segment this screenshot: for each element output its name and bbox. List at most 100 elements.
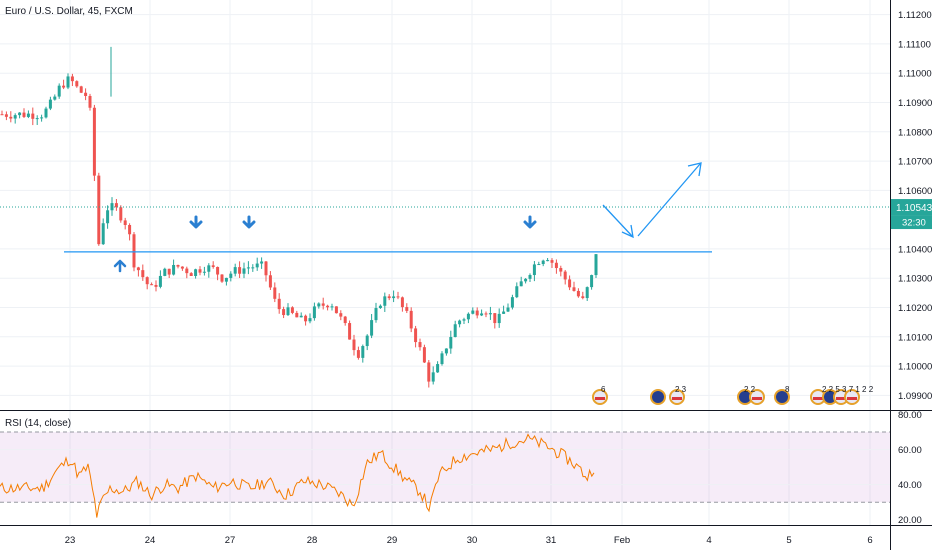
candle-body — [510, 297, 514, 308]
rsi-tick-label: 40.00 — [898, 480, 922, 491]
candle — [563, 269, 567, 285]
rsi-tick-label: 60.00 — [898, 445, 922, 456]
candle — [260, 257, 264, 269]
candle — [290, 306, 294, 315]
candle-body — [154, 284, 158, 287]
candle-body — [515, 286, 519, 298]
candle-body — [361, 346, 365, 358]
rsi-band-fill — [0, 432, 890, 503]
candle-body — [308, 318, 312, 322]
candle — [286, 303, 290, 317]
candle-body — [31, 113, 35, 119]
us-stripe — [836, 397, 846, 400]
candle-body — [264, 261, 268, 276]
candle-body — [260, 261, 264, 264]
candle — [220, 274, 224, 283]
candle — [594, 254, 598, 278]
price-tick-label: 1.10200 — [898, 303, 932, 314]
candle-body — [286, 307, 290, 316]
event-count-3: 2 2 — [744, 385, 756, 394]
candle — [405, 303, 409, 314]
candle-body — [374, 308, 378, 321]
candle — [224, 277, 228, 286]
time-tick-label: 31 — [546, 535, 557, 546]
eu-flag-icon — [774, 389, 790, 405]
candle-body — [40, 117, 44, 119]
candle — [255, 257, 259, 271]
projection-arrow-down[interactable] — [602, 204, 633, 237]
candle — [194, 268, 198, 279]
candle — [66, 73, 70, 90]
candle — [440, 351, 444, 366]
event-marker-eu-1[interactable] — [650, 389, 666, 405]
candle — [79, 85, 83, 94]
candle-body — [493, 313, 497, 324]
candle-body — [458, 320, 462, 325]
candle-body — [141, 270, 145, 278]
candle — [202, 266, 206, 276]
projection-arrow-up[interactable] — [637, 163, 701, 237]
last-price-label: 1.10543 — [896, 203, 932, 214]
candle — [282, 306, 286, 319]
candle — [207, 263, 211, 278]
candle — [361, 344, 365, 363]
event-marker-eu-3[interactable] — [774, 389, 790, 405]
candle-body — [172, 264, 176, 275]
candle-body — [431, 372, 435, 382]
candle-body — [220, 274, 224, 282]
candle — [299, 312, 303, 318]
candle — [295, 310, 299, 318]
candle — [189, 272, 193, 277]
candle-body — [106, 210, 110, 224]
candle — [233, 263, 237, 277]
price-tick-label: 1.10700 — [898, 157, 932, 168]
candle — [145, 276, 149, 290]
candle — [431, 366, 435, 385]
candle — [550, 258, 554, 269]
candle — [48, 96, 52, 111]
candle-body — [502, 311, 506, 314]
candle-body — [568, 279, 572, 288]
candle-body — [497, 313, 501, 324]
rsi-tick-label: 20.00 — [898, 515, 922, 526]
event-marker-us-3[interactable] — [749, 389, 765, 405]
candle-body — [326, 305, 330, 308]
candle — [84, 88, 88, 101]
candle-body — [136, 267, 140, 271]
time-tick-label: 29 — [387, 535, 398, 546]
candle — [572, 281, 576, 292]
candle — [497, 308, 501, 328]
candle-body — [392, 296, 396, 299]
candle-body — [207, 265, 211, 272]
candle-body — [594, 254, 598, 276]
candle — [176, 264, 180, 269]
candle-body — [185, 268, 189, 274]
candle-body — [414, 328, 418, 343]
time-tick-label: 6 — [867, 535, 872, 546]
candle-body — [317, 303, 321, 307]
event-marker-us-6[interactable] — [844, 389, 860, 405]
price-tick-label: 1.11200 — [898, 10, 932, 21]
candle-body — [299, 315, 303, 318]
candle — [273, 282, 277, 303]
event-marker-us-1[interactable] — [592, 389, 608, 405]
candle-body — [268, 275, 272, 288]
event-marker-us-2[interactable] — [669, 389, 685, 405]
candle — [0, 110, 4, 116]
candle — [18, 112, 22, 119]
candle — [339, 310, 343, 321]
candle-body — [449, 337, 453, 349]
candle-body — [66, 76, 70, 88]
candle-body — [387, 296, 391, 299]
time-tick-label: 27 — [225, 535, 236, 546]
candle-body — [88, 95, 92, 108]
candle-body — [79, 86, 83, 93]
us-stripe — [672, 397, 682, 400]
candle — [392, 290, 396, 303]
candle — [453, 320, 457, 338]
candle-body — [484, 313, 488, 315]
candle-body — [92, 107, 96, 176]
candle-body — [70, 76, 74, 82]
candle — [312, 302, 316, 321]
